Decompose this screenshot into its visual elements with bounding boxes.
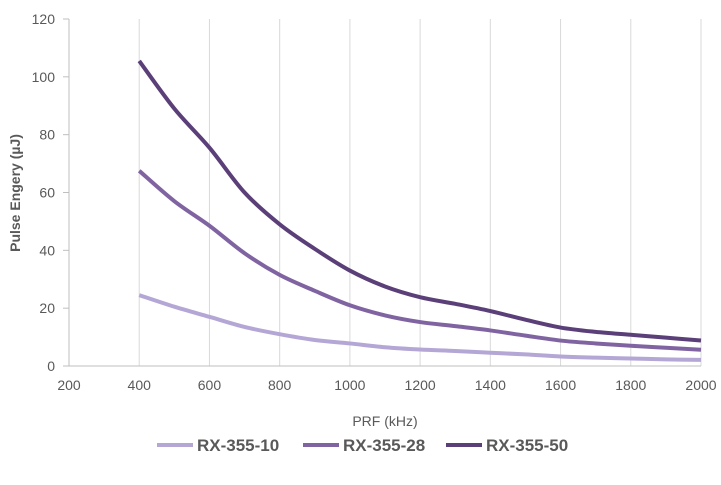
- series-lines: [137, 59, 702, 362]
- y-axis-title: Pulse Engery (µJ): [7, 134, 23, 252]
- y-tick-label: 120: [32, 11, 56, 27]
- series-line-rx-355-50: [137, 59, 702, 343]
- x-tick-label: 1600: [545, 377, 576, 393]
- y-tick-label: 0: [47, 358, 55, 374]
- tick-labels: 200 400 600 800 1000 1200 1400 1600 1800 2000 0 20 4…: [32, 11, 717, 393]
- y-tick-label: 60: [39, 185, 55, 201]
- x-tick-label: 200: [57, 377, 81, 393]
- y-tick-label: 20: [39, 300, 55, 316]
- x-tick-label: 800: [268, 377, 292, 393]
- legend: RX-355-10 RX-355-28 RX-355-50: [157, 436, 568, 455]
- y-tick-label: 80: [39, 127, 55, 143]
- grid: [68, 19, 702, 366]
- legend-label: RX-355-50: [486, 436, 568, 455]
- x-tick-label: 2000: [685, 377, 716, 393]
- y-tick-label: 40: [39, 242, 55, 258]
- x-tick-label: 600: [198, 377, 222, 393]
- axes: [63, 18, 701, 367]
- x-axis-title: PRF (kHz): [352, 413, 417, 429]
- series-line-rx-355-10: [138, 293, 702, 362]
- series-line-rx-355-28: [137, 169, 702, 352]
- legend-label: RX-355-10: [197, 436, 279, 455]
- legend-label: RX-355-28: [343, 436, 425, 455]
- x-tick-label: 1400: [475, 377, 506, 393]
- x-tick-label: 1200: [405, 377, 436, 393]
- x-tick-label: 1800: [615, 377, 646, 393]
- x-tick-label: 400: [128, 377, 152, 393]
- y-tick-label: 100: [32, 69, 56, 85]
- x-tick-label: 1000: [334, 377, 365, 393]
